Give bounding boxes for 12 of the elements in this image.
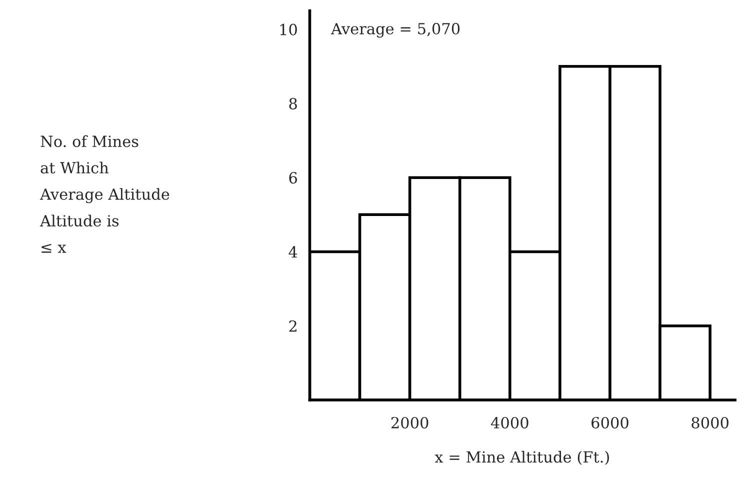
x-tick-label: 6000	[592, 416, 628, 428]
x-tick-label: 4000	[490, 416, 528, 428]
text: No. of Mines at Which Average Altitude Altitude is ≤ x	[40, 135, 170, 253]
y-tick-label: 2	[289, 320, 296, 332]
y-tick-label: 6	[289, 172, 297, 184]
annotation: Average = 5,070	[330, 22, 460, 38]
y-tick-label: 4	[288, 246, 298, 258]
x-tick-label: 8000	[692, 416, 728, 428]
y-tick-label: 10	[280, 24, 297, 36]
x-axis-title: x = Mine Altitude (Ft.)	[434, 450, 609, 465]
x-tick-label: 2000	[391, 416, 428, 428]
y-tick-label: 8	[289, 98, 297, 110]
